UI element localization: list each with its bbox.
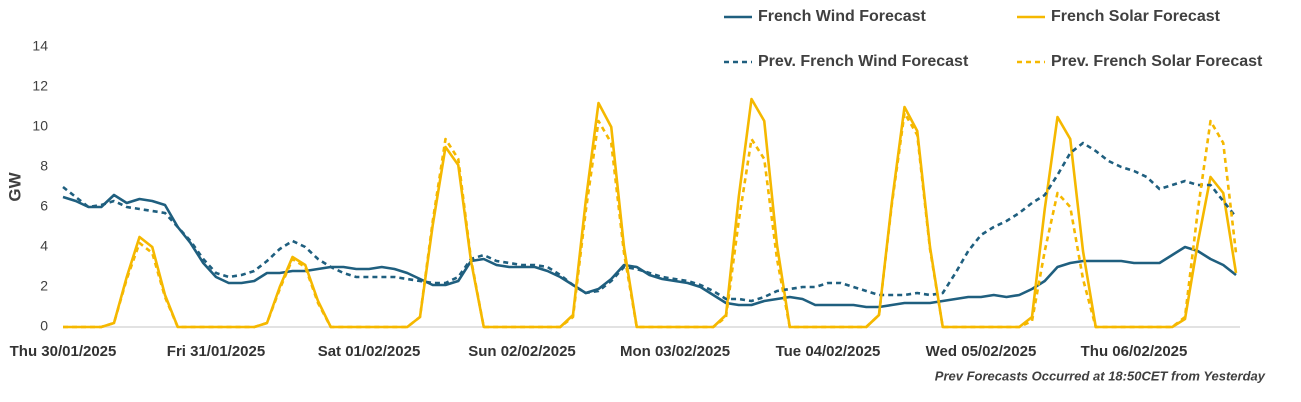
y-tick-label: 6 [40, 198, 48, 214]
legend-label: French Solar Forecast [1051, 8, 1221, 25]
series-line [62, 141, 1238, 303]
x-tick-label: Tue 04/02/2025 [776, 343, 881, 360]
y-tick-label: 4 [40, 238, 48, 254]
y-tick-label: 12 [32, 78, 48, 94]
series-line [62, 193, 1237, 309]
x-tick-label: Sun 02/02/2025 [468, 343, 576, 360]
x-tick-label: Thu 06/02/2025 [1081, 343, 1188, 360]
x-tick-label: Fri 31/01/2025 [167, 343, 265, 360]
y-tick-label: 0 [40, 318, 48, 334]
series-line [63, 111, 1238, 329]
y-tick-label: 8 [40, 158, 48, 174]
note: Prev Forecasts Occurred at 18:50CET from… [935, 368, 1266, 383]
series-line [63, 97, 1238, 329]
legend-label: Prev. French Wind Forecast [758, 53, 969, 70]
y-tick-label: 10 [32, 118, 48, 134]
x-tick-label: Sat 01/02/2025 [318, 343, 421, 360]
y-tick-label: 14 [32, 38, 48, 54]
x-tick-label: Wed 05/02/2025 [926, 343, 1037, 360]
y-tick-label: 2 [40, 278, 48, 294]
legend-label: Prev. French Solar Forecast [1051, 53, 1263, 70]
x-tick-label: Thu 30/01/2025 [10, 343, 117, 360]
legend-label: French Wind Forecast [758, 8, 927, 25]
y-axis-label: GW [5, 171, 24, 201]
x-tick-label: Mon 03/02/2025 [620, 343, 730, 360]
